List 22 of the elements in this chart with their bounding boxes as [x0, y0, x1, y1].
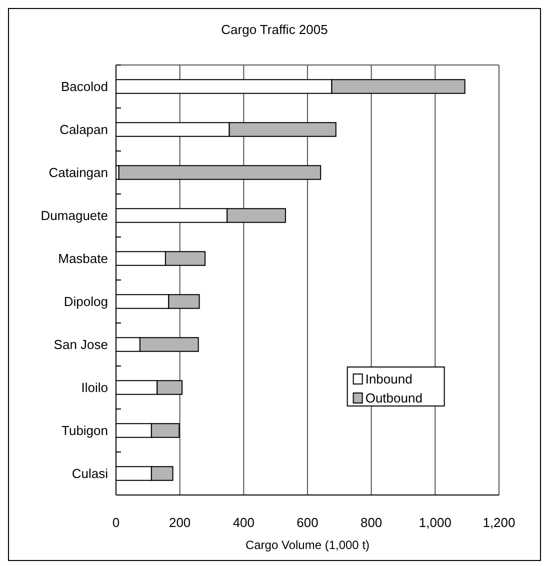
bar	[118, 165, 322, 180]
y-tick-label: San Jose	[54, 337, 108, 352]
x-tick-label: 1,000	[418, 515, 452, 530]
y-tick-label: Bacolod	[61, 79, 108, 94]
y-tick-label: Culasi	[72, 466, 108, 482]
y-tick-label: Tubigon	[62, 423, 108, 438]
x-tick-label: 0	[112, 515, 120, 530]
y-tick-label: Calapan	[60, 122, 108, 138]
x-tick-label: 200	[168, 515, 191, 530]
legend-label: Outbound	[365, 390, 422, 406]
x-axis-title: Cargo Volume (1,000 t)	[245, 538, 370, 552]
x-tick-label: 400	[232, 515, 255, 530]
legend-label: Inbound	[365, 372, 412, 387]
x-tick-label: 600	[296, 515, 318, 530]
y-tick-label: Iloilo	[81, 380, 108, 396]
y-tick-label: Dumaguete	[40, 208, 108, 224]
chart-title: Cargo Traffic 2005	[221, 22, 328, 37]
y-tick-label: Masbate	[58, 251, 108, 266]
x-tick-label: 800	[360, 515, 382, 530]
y-tick-label: Dipolog	[64, 294, 108, 310]
y-tick-label: Cataingan	[48, 165, 108, 180]
x-tick-label: 1,200	[482, 515, 516, 530]
